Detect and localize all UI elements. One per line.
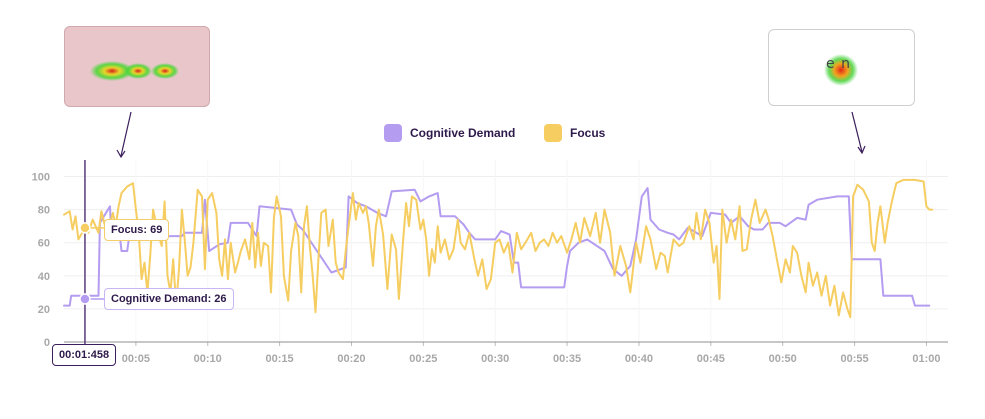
- focus-value-callout: Focus: 69: [104, 219, 170, 241]
- legend-label: Focus: [570, 126, 606, 140]
- legend-swatch: [544, 124, 562, 142]
- chart-grid: [64, 160, 948, 343]
- y-tick-label: 60: [38, 238, 50, 250]
- x-tick-label: 00:25: [409, 353, 437, 365]
- series-line-focus: [63, 178, 934, 319]
- y-tick-label: 20: [38, 304, 50, 316]
- arrow-left-head: [116, 149, 126, 159]
- gaze-heatmap-thumbnail-right[interactable]: e n: [768, 29, 915, 106]
- heatmap-overlay: [824, 54, 858, 86]
- x-tick-label: 00:05: [122, 353, 150, 365]
- legend-item-cognitive-demand[interactable]: Cognitive Demand: [384, 124, 515, 142]
- legend-item-focus[interactable]: Focus: [544, 124, 605, 142]
- x-tick-label: 00:20: [337, 353, 365, 365]
- cognitive-demand-value-callout: Cognitive Demand: 26: [104, 288, 234, 310]
- legend-label: Cognitive Demand: [410, 126, 516, 140]
- x-tick-label: 00:30: [481, 353, 509, 365]
- playhead-time-readout[interactable]: 00:01:458: [52, 344, 117, 366]
- arrow-right: [851, 111, 863, 153]
- x-tick-label: 00:50: [769, 353, 797, 365]
- x-tick-label: 00:45: [697, 353, 725, 365]
- x-axis-ticks: 00:05 00:10 00:15 00:20 00:25 00:30 00:35 00:40…: [122, 342, 941, 365]
- y-axis-ticks: 0 20 40 60 80 100: [32, 172, 50, 349]
- arrow-right-head: [857, 145, 866, 155]
- thumbnail-word: e n: [826, 56, 851, 72]
- y-tick-label: 40: [38, 271, 50, 283]
- focus-playhead-marker: [79, 222, 91, 234]
- legend-swatch: [384, 124, 402, 142]
- x-tick-label: 00:15: [266, 353, 294, 365]
- x-tick-label: 00:10: [194, 353, 222, 365]
- cognitive-demand-playhead-marker: [79, 293, 91, 305]
- y-tick-label: 100: [32, 172, 50, 184]
- playhead-markers: [79, 222, 104, 305]
- heatmap-overlay: [90, 61, 179, 81]
- y-tick-label: 0: [44, 337, 50, 349]
- x-tick-label: 01:00: [912, 353, 940, 365]
- x-tick-label: 00:35: [553, 353, 581, 365]
- chart-series: [63, 178, 934, 319]
- gaze-heatmap-thumbnail-left[interactable]: [64, 26, 210, 107]
- arrow-left: [120, 111, 132, 157]
- x-tick-label: 00:40: [625, 353, 653, 365]
- x-tick-label: 00:55: [840, 353, 868, 365]
- y-tick-label: 80: [38, 205, 50, 217]
